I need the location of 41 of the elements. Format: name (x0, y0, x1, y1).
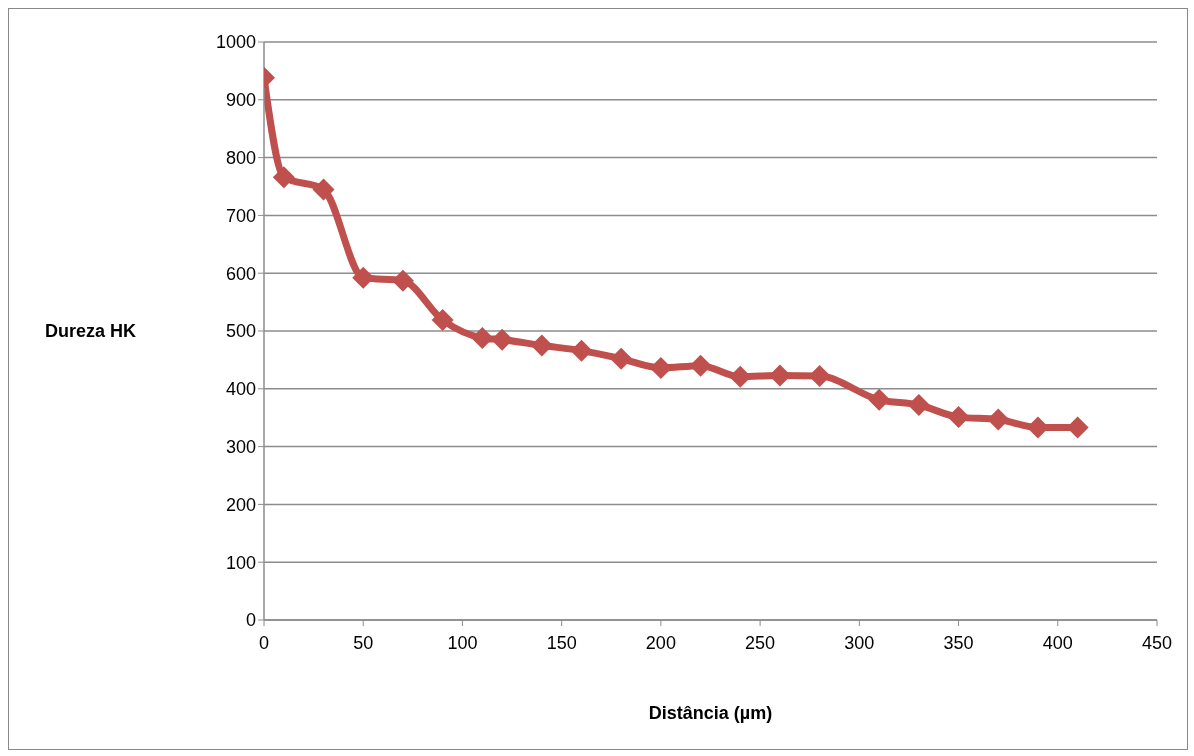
x-tick-label: 50 (353, 632, 374, 653)
point (649, 356, 672, 379)
y-tick-label: 200 (225, 494, 256, 515)
x-tick-label: 350 (943, 632, 974, 653)
y-tick-label: 700 (225, 205, 256, 226)
x-tick-label: 0 (258, 632, 270, 653)
x-tick-label: 450 (1141, 632, 1173, 653)
point (689, 354, 712, 377)
point (530, 334, 553, 357)
point (570, 339, 593, 362)
point (808, 365, 831, 388)
point (947, 406, 970, 429)
y-tick-label: 300 (225, 436, 256, 457)
x-tick-label: 400 (1042, 632, 1073, 653)
x-tick-label: 100 (447, 632, 478, 653)
x-tick-label: 200 (645, 632, 676, 653)
point (491, 328, 514, 351)
y-tick-label: 500 (225, 321, 256, 342)
point (610, 347, 633, 370)
y-tick-label: 900 (225, 90, 256, 111)
x-tick-label: 150 (546, 632, 577, 653)
point (907, 393, 930, 416)
y-tick-label: 800 (225, 147, 256, 168)
y-axis-title: Dureza HK (45, 321, 137, 342)
point (272, 166, 295, 189)
y-tick-label: 100 (225, 552, 256, 573)
y-tick-label: 1000 (215, 32, 256, 53)
point (352, 266, 375, 289)
y-tick-label: 0 (245, 610, 256, 631)
x-axis-title: Distância (µm) (647, 703, 774, 724)
point (312, 178, 335, 201)
point (987, 408, 1010, 431)
point (868, 388, 891, 411)
point (471, 326, 494, 349)
point (391, 269, 414, 292)
point (1026, 416, 1049, 439)
x-tick-label: 250 (745, 632, 776, 653)
y-tick-label: 400 (225, 379, 256, 400)
x-tick-label: 300 (844, 632, 875, 653)
point (431, 309, 454, 332)
y-tick-label: 600 (225, 263, 256, 284)
